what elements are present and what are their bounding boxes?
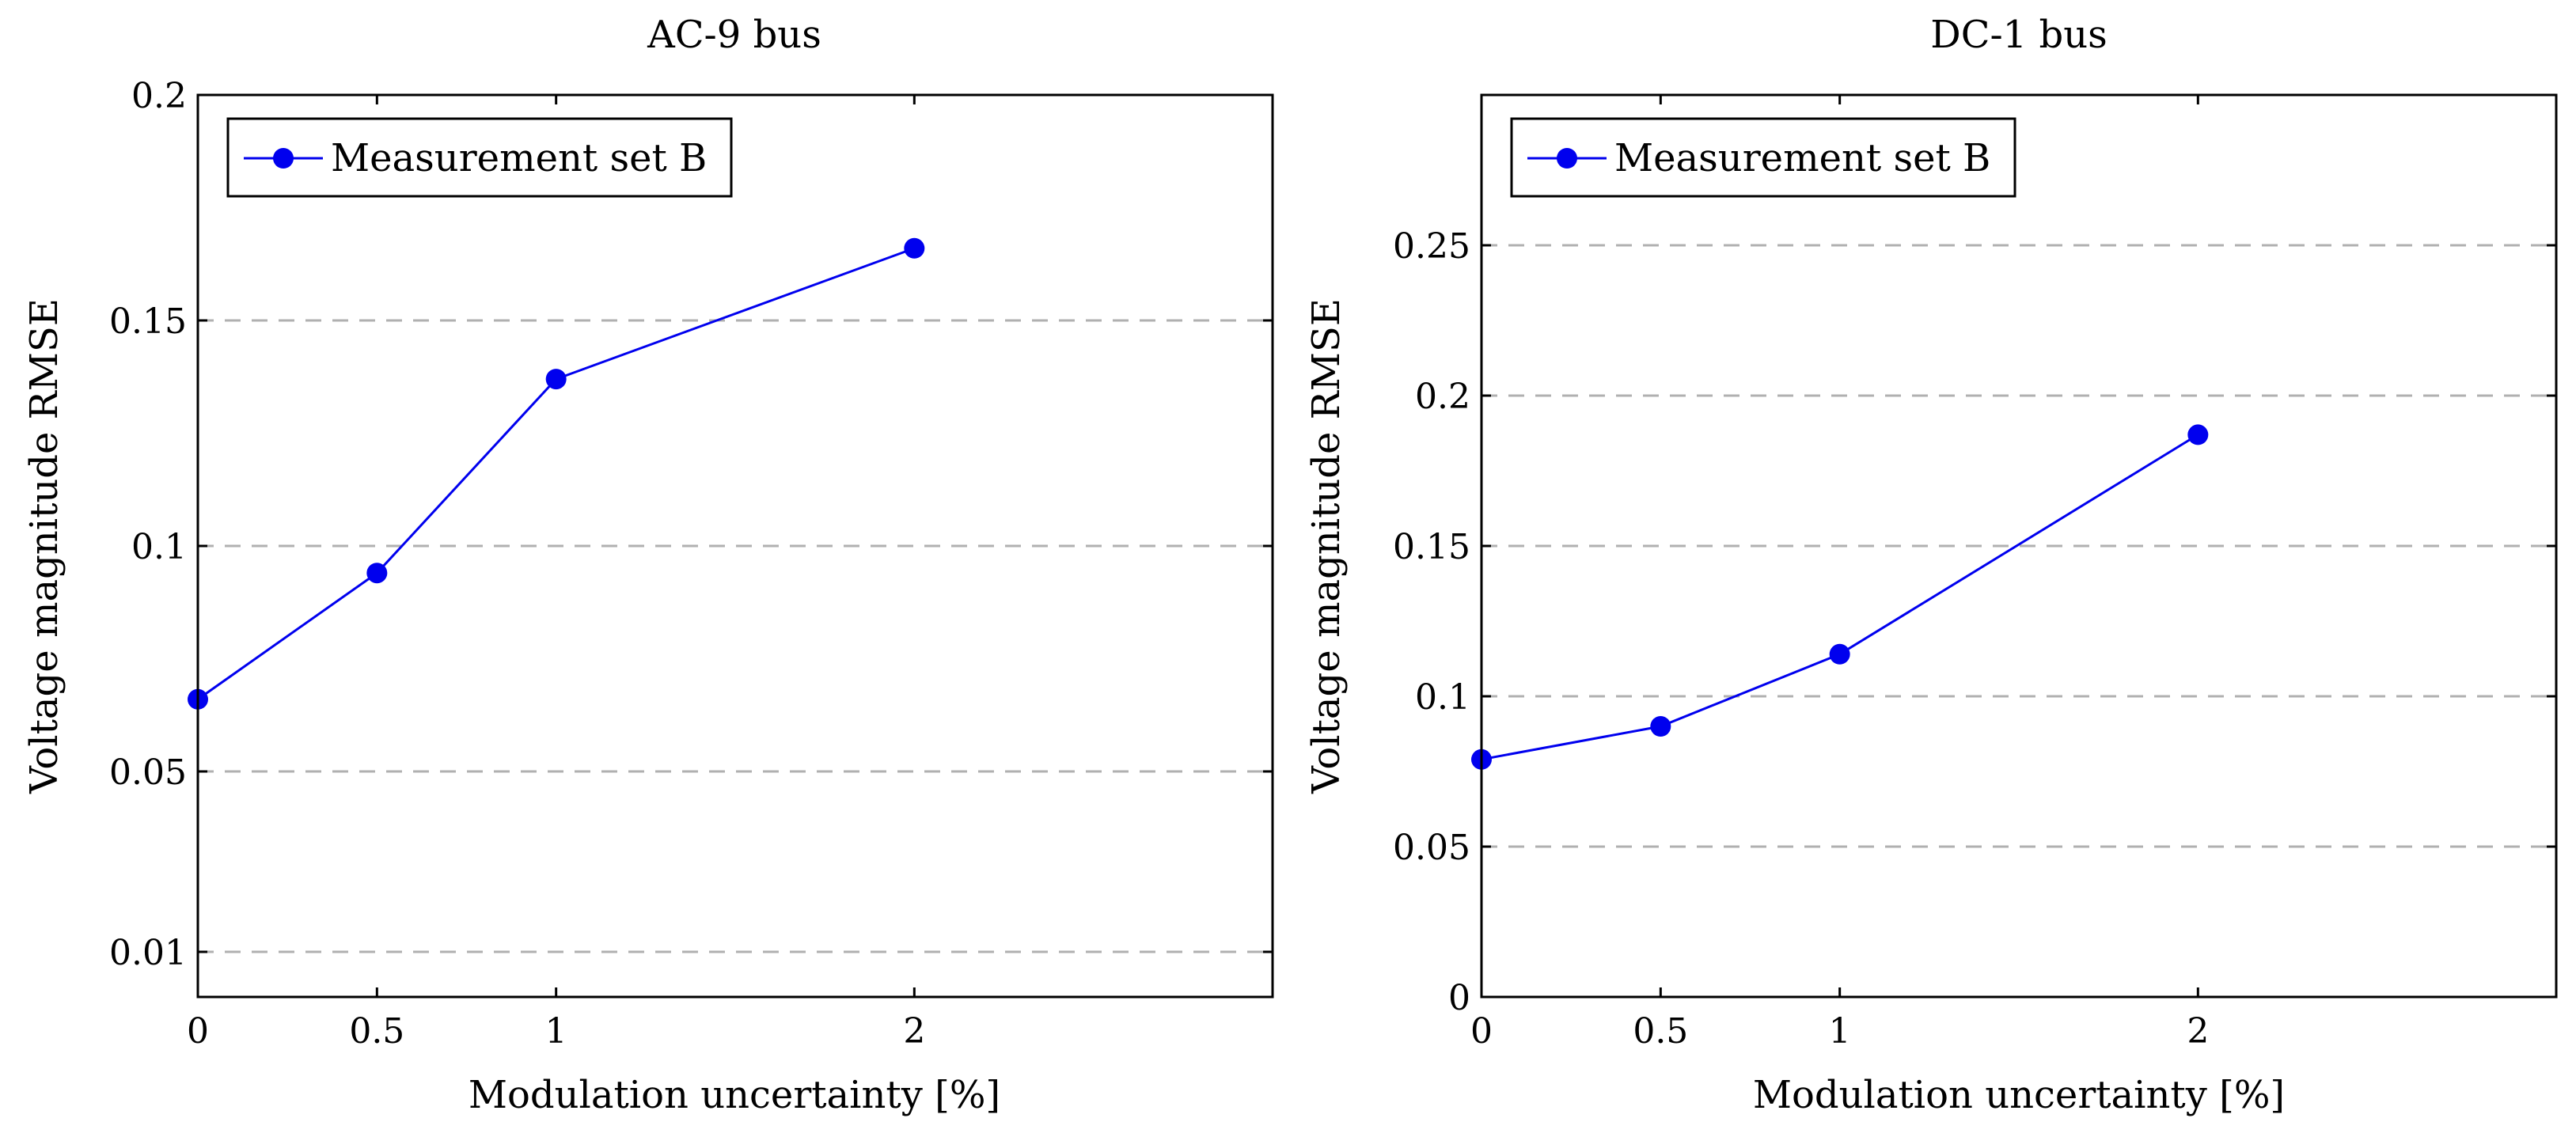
chart-ac9-legend-label: Measurement set B: [331, 136, 707, 180]
chart-dc1-x-tick-label: 2: [2187, 1011, 2209, 1052]
chart-ac9-x-tick-label: 0.5: [349, 1011, 404, 1052]
chart-dc1-grid: [1481, 244, 2556, 848]
chart-ac9-x-ticks: 0 0.5 1 2: [187, 95, 925, 1052]
chart-dc1-x-axis-label: Modulation uncertainty [%]: [1753, 1073, 2285, 1117]
chart-ac9-y-tick-label: 0.05: [109, 752, 187, 793]
chart-ac9-data-point: [545, 369, 567, 390]
chart-dc1-series: [1471, 424, 2209, 770]
chart-ac9: AC-9 bus 0 0.5 1 2 0.01 0.05 0.1 0.15 0.2 Modul…: [22, 13, 1274, 1117]
chart-dc1-y-tick-label: 0.05: [1393, 828, 1470, 868]
chart-dc1-y-tick-label: 0.2: [1415, 377, 1470, 417]
chart-ac9-x-axis-label: Modulation uncertainty [%]: [469, 1073, 1000, 1117]
chart-ac9-x-tick-label: 2: [903, 1011, 925, 1052]
chart-ac9-x-tick-label: 1: [545, 1011, 567, 1052]
chart-ac9-data-point: [904, 237, 925, 259]
chart-ac9-grid: [198, 319, 1273, 953]
chart-dc1-series-line: [1481, 434, 2199, 761]
chart-ac9-title: AC-9 bus: [647, 13, 821, 57]
chart-ac9-y-tick-label: 0.15: [109, 301, 187, 342]
chart-dc1-x-ticks: 0 0.5 1 2: [1470, 95, 2209, 1052]
chart-dc1-data-point: [1829, 643, 1850, 665]
chart-dc1-title: DC-1 bus: [1930, 13, 2107, 57]
chart-dc1-data-point: [1650, 716, 1671, 737]
chart-dc1-y-ticks: 0 0.05 0.1 0.15 0.2 0.25: [1393, 226, 2556, 1018]
chart-ac9-data-point: [366, 563, 388, 584]
chart-dc1-x-tick-label: 1: [1829, 1011, 1851, 1052]
chart-dc1-x-tick-label: 0: [1470, 1011, 1493, 1052]
chart-dc1-y-tick-label: 0.1: [1415, 677, 1470, 718]
chart-dc1-data-point: [2187, 424, 2209, 445]
chart-ac9-y-tick-label: 0.2: [131, 76, 187, 116]
chart-ac9-legend-marker: [273, 148, 294, 169]
chart-dc1-plot-frame: [1480, 93, 2558, 999]
chart-ac9-plot-frame: [196, 93, 1274, 999]
chart-dc1-y-tick-label: 0: [1448, 978, 1470, 1018]
chart-ac9-x-tick-label: 0: [187, 1011, 209, 1052]
chart-dc1-y-tick-label: 0.25: [1393, 226, 1470, 267]
chart-ac9-y-tick-label: 0.1: [131, 527, 187, 567]
chart-dc1-x-tick-label: 0.5: [1633, 1011, 1688, 1052]
chart-dc1-y-tick-label: 0.15: [1393, 527, 1470, 567]
chart-ac9-legend: Measurement set B: [226, 117, 733, 198]
chart-ac9-series: [188, 237, 925, 710]
chart-ac9-series-line: [197, 247, 915, 701]
chart-ac9-y-axis-label: Voltage magnitude RMSE: [22, 298, 66, 794]
chart-dc1: DC-1 bus 0 0.5 1 2 0 0.05 0.1 0.15 0.2 0.25 Modu…: [1304, 13, 2558, 1117]
chart-dc1-legend-marker: [1557, 148, 1577, 169]
chart-dc1-y-axis-label: Voltage magnitude RMSE: [1304, 298, 1349, 794]
chart-dc1-legend: Measurement set B: [1510, 117, 2016, 198]
chart-dc1-legend-label: Measurement set B: [1614, 136, 1990, 180]
chart-ac9-y-ticks: 0.01 0.05 0.1 0.15 0.2: [109, 76, 1273, 973]
chart-ac9-y-tick-label: 0.01: [109, 933, 187, 973]
